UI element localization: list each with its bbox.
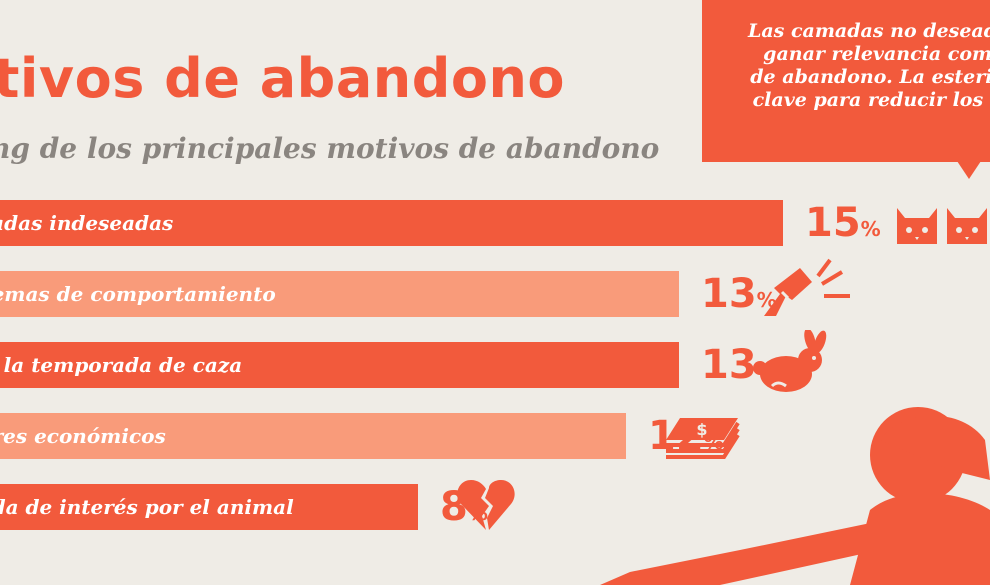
page-subtitle: king de los principales motivos de aband… — [0, 132, 660, 165]
bar-5: dida de interés por el animal — [0, 484, 418, 530]
broken-heart-icon — [457, 480, 515, 530]
money-icon: $ — [666, 418, 740, 459]
bar-label: dida de interés por el animal — [0, 495, 294, 519]
callout-text: Las camadas no deseadas ganar relevancia… — [747, 20, 990, 111]
rabbit-icon — [753, 330, 827, 392]
svg-text:$: $ — [696, 420, 707, 439]
bar-2: blemas de comportamiento — [0, 271, 679, 317]
bar-label: blemas de comportamiento — [0, 282, 276, 306]
gun-icon — [764, 258, 850, 316]
callout-box: Las camadas no deseadas ganar relevancia… — [702, 0, 990, 162]
bar-3: de la temporada de caza — [0, 342, 679, 388]
bar-1: madas indeseadas — [0, 200, 783, 246]
value-label: 15% — [805, 200, 881, 246]
bar-4: tores económicos — [0, 413, 626, 459]
callout-tail — [957, 161, 981, 179]
value-number: 15 — [805, 200, 861, 246]
page-title: otivos de abandono — [0, 47, 566, 110]
value-number: 13 — [701, 271, 757, 317]
bar-label: madas indeseadas — [0, 211, 174, 235]
woman-silhouette — [600, 407, 990, 585]
value-number: 13 — [701, 342, 757, 388]
value-unit: % — [860, 217, 881, 241]
bar-label: de la temporada de caza — [0, 353, 243, 377]
cats-icon — [897, 208, 987, 244]
bar-label: tores económicos — [0, 424, 166, 448]
